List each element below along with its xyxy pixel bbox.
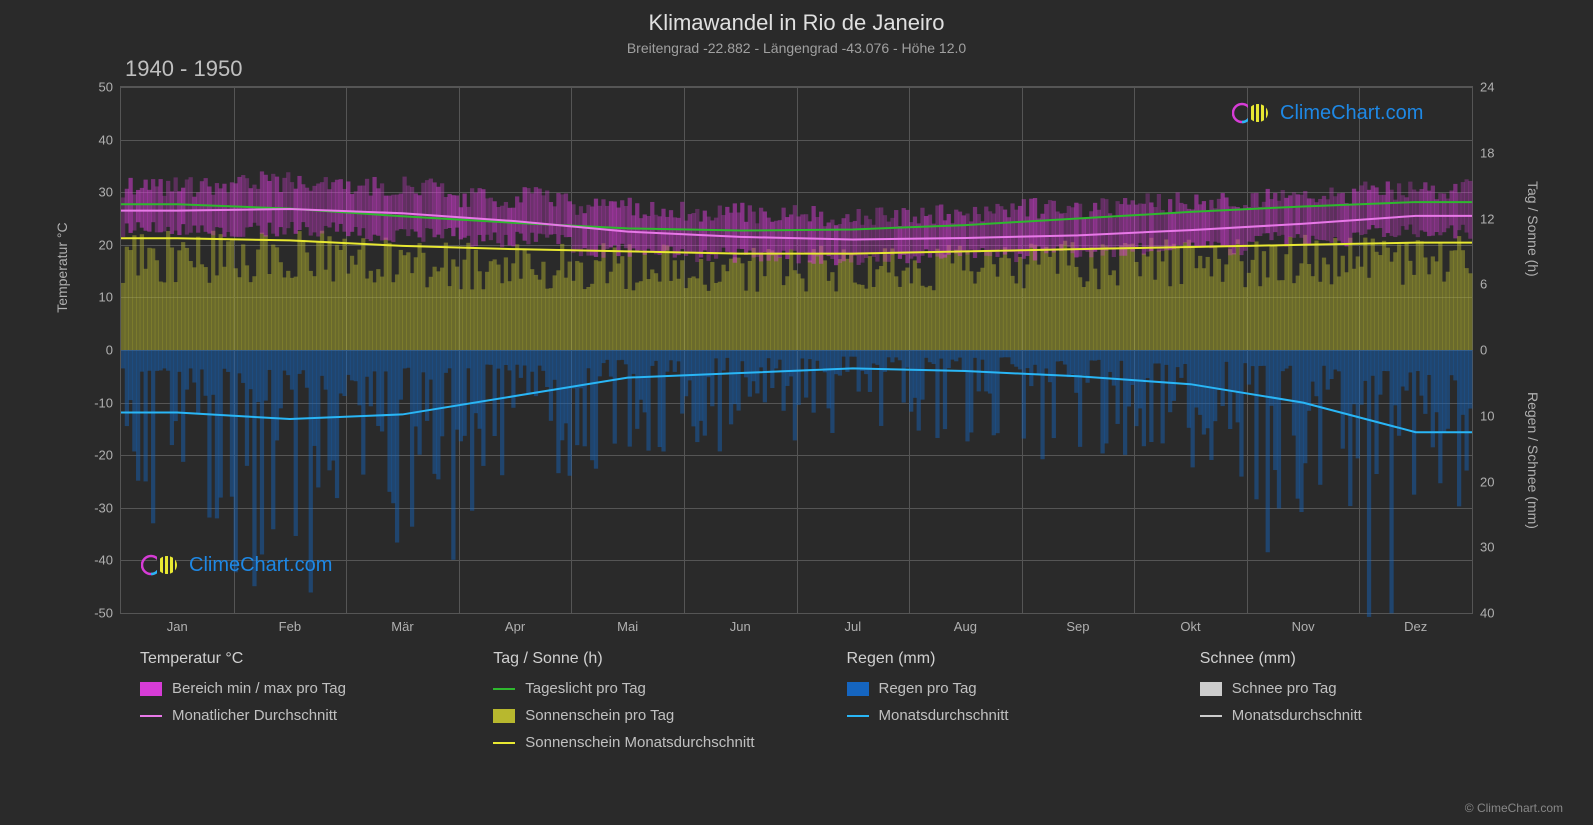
legend-group: Tag / Sonne (h) Tageslicht pro Tag Sonnens… <box>493 650 786 761</box>
gridline-h <box>121 613 1472 614</box>
ytick-left: -40 <box>94 553 121 568</box>
legend-group: Temperatur °C Bereich min / max pro Tag Mo… <box>140 650 433 761</box>
xtick-label: Feb <box>279 613 301 634</box>
xtick-label: Sep <box>1066 613 1089 634</box>
ytick-left: 10 <box>99 290 121 305</box>
legend-label: Monatlicher Durchschnitt <box>172 707 337 724</box>
xtick-label: Aug <box>954 613 977 634</box>
legend-label: Monatsdurchschnitt <box>1232 707 1362 724</box>
climate-chart: Klimawandel in Rio de Janeiro Breitengra… <box>40 10 1553 815</box>
ytick-right-top: 12 <box>1472 211 1494 226</box>
ytick-right-top: 0 <box>1472 343 1487 358</box>
ytick-left: -50 <box>94 606 121 621</box>
xtick-label: Okt <box>1180 613 1200 634</box>
legend-header: Regen (mm) <box>847 650 1140 668</box>
xtick-label: Apr <box>505 613 525 634</box>
legend-swatch <box>493 709 515 723</box>
legend-header: Temperatur °C <box>140 650 433 668</box>
legend-header: Tag / Sonne (h) <box>493 650 786 668</box>
xtick-label: Dez <box>1404 613 1427 634</box>
right-axis-top-label: Tag / Sonne (h) <box>1525 181 1541 277</box>
legend-group: Regen (mm) Regen pro Tag Monatsdurchschnit… <box>847 650 1140 761</box>
legend-item: Bereich min / max pro Tag <box>140 680 433 697</box>
legend-swatch <box>140 682 162 696</box>
ytick-right-top: 24 <box>1472 80 1494 95</box>
ytick-right-top: 6 <box>1472 277 1487 292</box>
ytick-right-top: 18 <box>1472 145 1494 160</box>
ytick-right-bottom: 40 <box>1472 606 1494 621</box>
legend-label: Bereich min / max pro Tag <box>172 680 346 697</box>
legend-label: Monatsdurchschnitt <box>879 707 1009 724</box>
legend-item: Monatsdurchschnitt <box>1200 707 1493 724</box>
legend-label: Tageslicht pro Tag <box>525 680 646 697</box>
ytick-left: -30 <box>94 500 121 515</box>
legend-item: Sonnenschein Monatsdurchschnitt <box>493 734 786 751</box>
copyright-text: © ClimeChart.com <box>1465 801 1563 815</box>
legend-swatch <box>847 682 869 696</box>
ytick-left: -10 <box>94 395 121 410</box>
legend-swatch <box>493 688 515 690</box>
left-axis-label: Temperatur °C <box>54 222 70 312</box>
xtick-label: Mai <box>617 613 638 634</box>
legend-label: Schnee pro Tag <box>1232 680 1337 697</box>
ytick-right-bottom: 30 <box>1472 540 1494 555</box>
ytick-left: 20 <box>99 237 121 252</box>
xtick-label: Jun <box>730 613 751 634</box>
legend: Temperatur °C Bereich min / max pro Tag Mo… <box>140 650 1493 761</box>
ytick-left: 30 <box>99 185 121 200</box>
chart-svg <box>121 87 1472 613</box>
legend-item: Monatsdurchschnitt <box>847 707 1140 724</box>
legend-swatch <box>493 742 515 744</box>
ytick-left: 40 <box>99 132 121 147</box>
ytick-left: -20 <box>94 448 121 463</box>
legend-label: Regen pro Tag <box>879 680 977 697</box>
legend-label: Sonnenschein Monatsdurchschnitt <box>525 734 754 751</box>
chart-title: Klimawandel in Rio de Janeiro <box>40 10 1553 36</box>
xtick-label: Jul <box>844 613 861 634</box>
xtick-label: Nov <box>1292 613 1315 634</box>
legend-item: Sonnenschein pro Tag <box>493 707 786 724</box>
legend-swatch <box>1200 682 1222 696</box>
legend-item: Monatlicher Durchschnitt <box>140 707 433 724</box>
right-axis-bottom-label: Regen / Schnee (mm) <box>1525 392 1541 529</box>
legend-label: Sonnenschein pro Tag <box>525 707 674 724</box>
ytick-left: 0 <box>106 343 121 358</box>
period-label: 1940 - 1950 <box>125 56 242 82</box>
legend-item: Regen pro Tag <box>847 680 1140 697</box>
chart-subtitle: Breitengrad -22.882 - Längengrad -43.076… <box>40 40 1553 56</box>
legend-header: Schnee (mm) <box>1200 650 1493 668</box>
xtick-label: Jan <box>167 613 188 634</box>
plot-area: -50-40-30-20-100102030405006121824102030… <box>120 86 1473 614</box>
legend-group: Schnee (mm) Schnee pro Tag Monatsdurchschn… <box>1200 650 1493 761</box>
legend-item: Tageslicht pro Tag <box>493 680 786 697</box>
legend-swatch <box>1200 715 1222 717</box>
legend-swatch <box>140 715 162 717</box>
legend-swatch <box>847 715 869 717</box>
ytick-right-bottom: 10 <box>1472 408 1494 423</box>
xtick-label: Mär <box>391 613 413 634</box>
ytick-right-bottom: 20 <box>1472 474 1494 489</box>
ytick-left: 50 <box>99 80 121 95</box>
legend-item: Schnee pro Tag <box>1200 680 1493 697</box>
